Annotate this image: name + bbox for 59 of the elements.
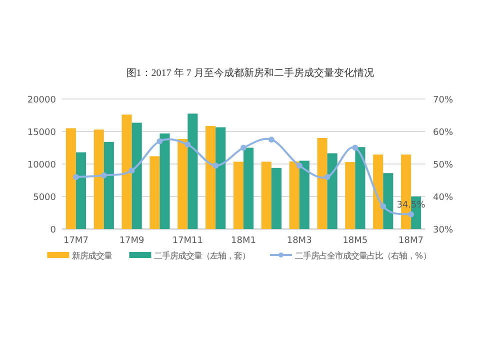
bar — [160, 133, 170, 229]
data-label: 34.5% — [396, 200, 426, 210]
point — [408, 211, 414, 218]
bar — [383, 173, 394, 229]
bar — [355, 147, 366, 229]
point — [184, 142, 191, 148]
point — [324, 174, 330, 180]
y2-tick-label: 50% — [433, 160, 454, 170]
bar — [122, 114, 132, 229]
point — [240, 144, 246, 151]
legend-label: 新房成交量 — [72, 250, 112, 260]
y2-tick-label: 40% — [433, 193, 454, 203]
point — [268, 136, 274, 143]
y2-tick-label: 70% — [433, 96, 454, 106]
bar — [373, 154, 384, 229]
point — [100, 172, 107, 178]
chart-title: 图1：2017 年 7 月至今成都新房和二手房成交量变化情况 — [126, 67, 374, 79]
bar — [233, 162, 244, 229]
x-tick-label: 18M7 — [398, 236, 424, 246]
bar — [150, 156, 160, 229]
y2-tick-label: 60% — [433, 128, 454, 138]
point — [72, 174, 79, 180]
bar — [76, 152, 86, 229]
bar — [261, 162, 272, 229]
bar — [345, 162, 356, 229]
legend-label: 二手房成交量（左轴，套） — [154, 250, 250, 260]
y-tick-label: 5000 — [33, 193, 56, 203]
x-tick-label: 17M11 — [172, 236, 203, 246]
x-tick-label: 17M9 — [119, 236, 145, 246]
bar — [271, 168, 282, 229]
y-tick-label: 20000 — [27, 96, 56, 106]
bar — [132, 122, 142, 229]
y2-tick-label: 30% — [433, 226, 454, 236]
bar — [104, 142, 114, 229]
point — [156, 138, 163, 144]
bar — [299, 160, 310, 229]
bar — [206, 126, 216, 229]
bar — [94, 130, 104, 229]
y-tick-label: 15000 — [27, 128, 56, 138]
x-tick-label: 17M7 — [63, 236, 88, 246]
bar — [188, 114, 198, 229]
point — [212, 162, 219, 169]
x-tick-label: 18M5 — [342, 236, 368, 246]
point — [352, 144, 358, 151]
bar — [244, 148, 254, 229]
x-tick-label: 18M1 — [231, 236, 256, 246]
y-tick-label: 0 — [50, 226, 56, 236]
bar — [289, 161, 300, 229]
bar — [216, 127, 226, 229]
bar — [66, 128, 76, 229]
point — [380, 203, 386, 210]
legend-label: 二手房占全市成交量占比（右轴，%） — [295, 250, 431, 260]
point — [296, 162, 302, 169]
point — [128, 168, 135, 174]
y-tick-label: 10000 — [27, 160, 56, 170]
bar — [327, 153, 338, 229]
bar — [317, 138, 328, 229]
x-tick-label: 18M3 — [286, 236, 312, 246]
bar — [178, 138, 188, 229]
